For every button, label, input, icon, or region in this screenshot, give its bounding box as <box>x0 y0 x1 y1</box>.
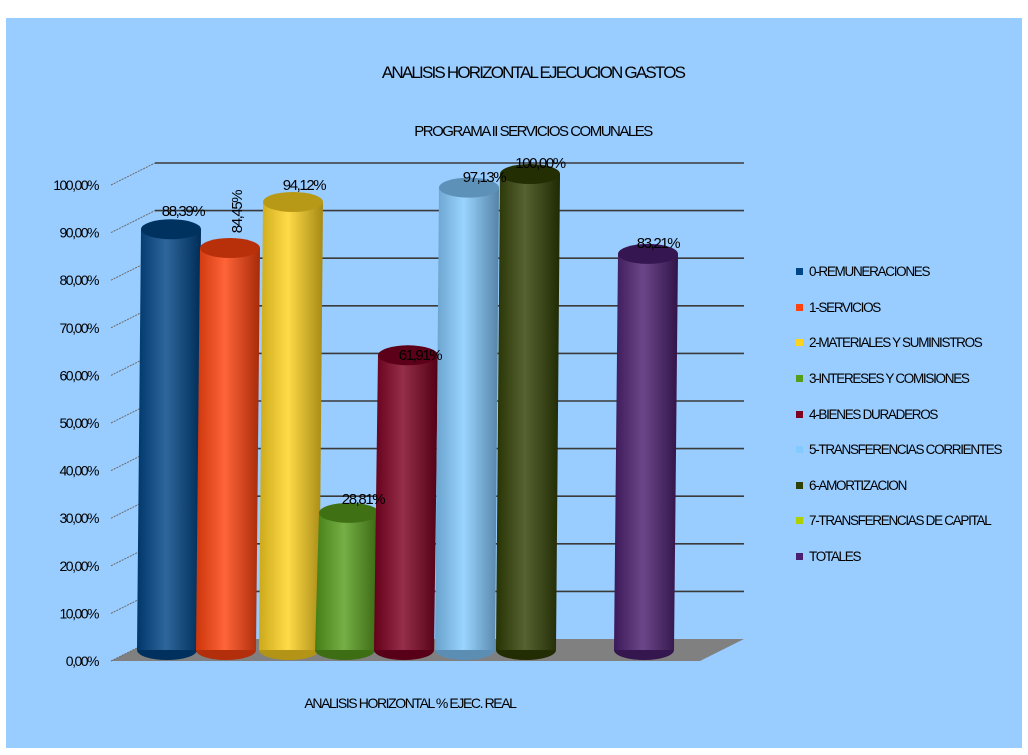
bar-top <box>378 345 438 366</box>
chart-title: ANALISIS HORIZONTAL EJECUCION GASTOS <box>382 63 686 82</box>
y-tick-label: 0,00% <box>66 653 99 669</box>
bar-2 <box>196 238 260 660</box>
bar-body <box>196 248 260 650</box>
legend-swatch <box>796 446 803 454</box>
bar-7 <box>496 164 560 660</box>
data-label: 94,12% <box>283 177 327 194</box>
legend-label: 4-BIENES DURADEROS <box>809 406 938 422</box>
bar-body <box>315 512 379 650</box>
y-tick-label: 60,00% <box>60 367 100 383</box>
legend-item: 3-INTERESES Y COMISIONES <box>796 361 1028 397</box>
chart-area: 0,00% 10,00% 20,00% 30,00% 40,00% 50,00% 60,00… <box>6 18 1022 748</box>
legend-item: 0-REMUNERACIONES <box>796 254 1028 290</box>
legend-label: 2-MATERIALES Y SUMINISTROS <box>809 335 983 351</box>
bar-chart: 0,00% 10,00% 20,00% 30,00% 40,00% 50,00% 60,00… <box>53 63 744 711</box>
bar-9 <box>614 243 678 660</box>
legend-label: 1-SERVICIOS <box>809 299 881 315</box>
y-tick-label: 100,00% <box>53 177 99 193</box>
x-axis-label: ANALISIS HORIZONTAL % EJEC. REAL <box>304 695 517 711</box>
bar-5 <box>374 345 438 660</box>
bar-body <box>435 187 499 650</box>
bar-top <box>200 238 260 259</box>
y-tick-label: 70,00% <box>60 320 100 336</box>
legend-label: 3-INTERESES Y COMISIONES <box>809 371 970 387</box>
bar-body <box>259 201 323 650</box>
legend-swatch <box>796 410 803 418</box>
data-label: 61,91% <box>399 347 443 364</box>
bar-body <box>137 229 201 650</box>
data-label: 100,00% <box>515 155 565 172</box>
bar-body <box>496 174 560 650</box>
legend: 0-REMUNERACIONES 1-SERVICIOS 2-MATERIALES … <box>796 254 1028 574</box>
legend-swatch <box>796 268 803 276</box>
data-label: 83,21% <box>637 235 681 252</box>
legend-label: 7-TRANSFERENCIAS DE CAPITAL <box>809 513 992 529</box>
legend-swatch <box>796 517 803 525</box>
wall-gridline <box>110 162 156 186</box>
bar-top <box>500 164 560 184</box>
legend-item: 4-BIENES DURADEROS <box>796 396 1028 432</box>
bar-top <box>618 243 678 264</box>
bar-1 <box>137 219 201 660</box>
legend-label: TOTALES <box>809 549 861 565</box>
wall-gridline <box>110 210 156 234</box>
bar-3 <box>259 191 323 660</box>
data-label: 84,45% <box>229 190 246 234</box>
y-tick-label: 90,00% <box>60 225 100 241</box>
legend-swatch <box>796 553 803 561</box>
legend-item: 1-SERVICIOS <box>796 290 1028 326</box>
legend-item: TOTALES <box>796 539 1028 575</box>
y-tick-label: 80,00% <box>60 272 100 288</box>
legend-item: 5-TRANSFERENCIAS CORRIENTES <box>796 432 1028 468</box>
bar-top <box>141 219 201 240</box>
bar-top <box>263 191 323 212</box>
y-tick-label: 50,00% <box>60 415 100 431</box>
y-tick-label: 20,00% <box>60 558 100 574</box>
y-tick-label: 30,00% <box>60 510 100 526</box>
chart-subtitle: PROGRAMA II SERVICIOS COMUNALES <box>414 123 653 140</box>
legend-label: 6-AMORTIZACION <box>809 477 907 493</box>
bar-top <box>439 177 499 198</box>
legend-item: 2-MATERIALES Y SUMINISTROS <box>796 325 1028 361</box>
legend-swatch <box>796 481 803 489</box>
legend-swatch <box>796 375 803 383</box>
legend-item: 6-AMORTIZACION <box>796 468 1028 504</box>
bar-6 <box>435 177 499 660</box>
bar-4 <box>315 502 379 660</box>
legend-swatch <box>796 303 803 311</box>
bar-top <box>319 502 379 523</box>
bar-body <box>614 253 678 650</box>
legend-item: 7-TRANSFERENCIAS DE CAPITAL <box>796 503 1028 539</box>
y-tick-label: 40,00% <box>60 463 100 479</box>
data-label: 28,81% <box>342 491 386 508</box>
data-label: 97,13% <box>463 169 507 186</box>
bar-body <box>374 355 438 650</box>
legend-label: 5-TRANSFERENCIAS CORRIENTES <box>809 442 1002 458</box>
data-label: 88,39% <box>162 203 206 220</box>
legend-swatch <box>796 339 803 347</box>
y-tick-label: 10,00% <box>60 605 100 621</box>
legend-label: 0-REMUNERACIONES <box>809 264 931 280</box>
